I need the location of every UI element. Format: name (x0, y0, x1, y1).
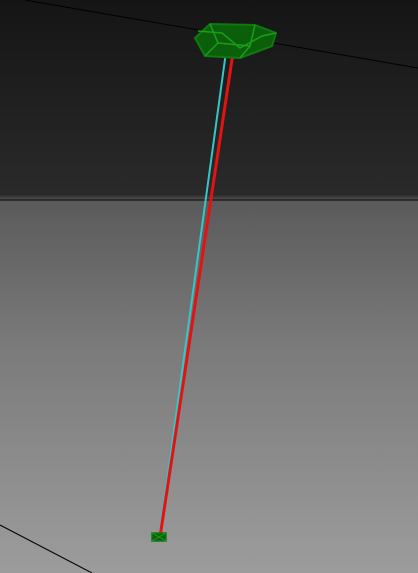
cable-guide-line (159, 51, 227, 533)
cable-line[interactable] (158, 32, 238, 538)
bottom-grid-line (0, 524, 93, 573)
bottom-anchor-wireframe[interactable] (151, 532, 167, 542)
top-anchor-wireframe[interactable] (193, 22, 278, 60)
